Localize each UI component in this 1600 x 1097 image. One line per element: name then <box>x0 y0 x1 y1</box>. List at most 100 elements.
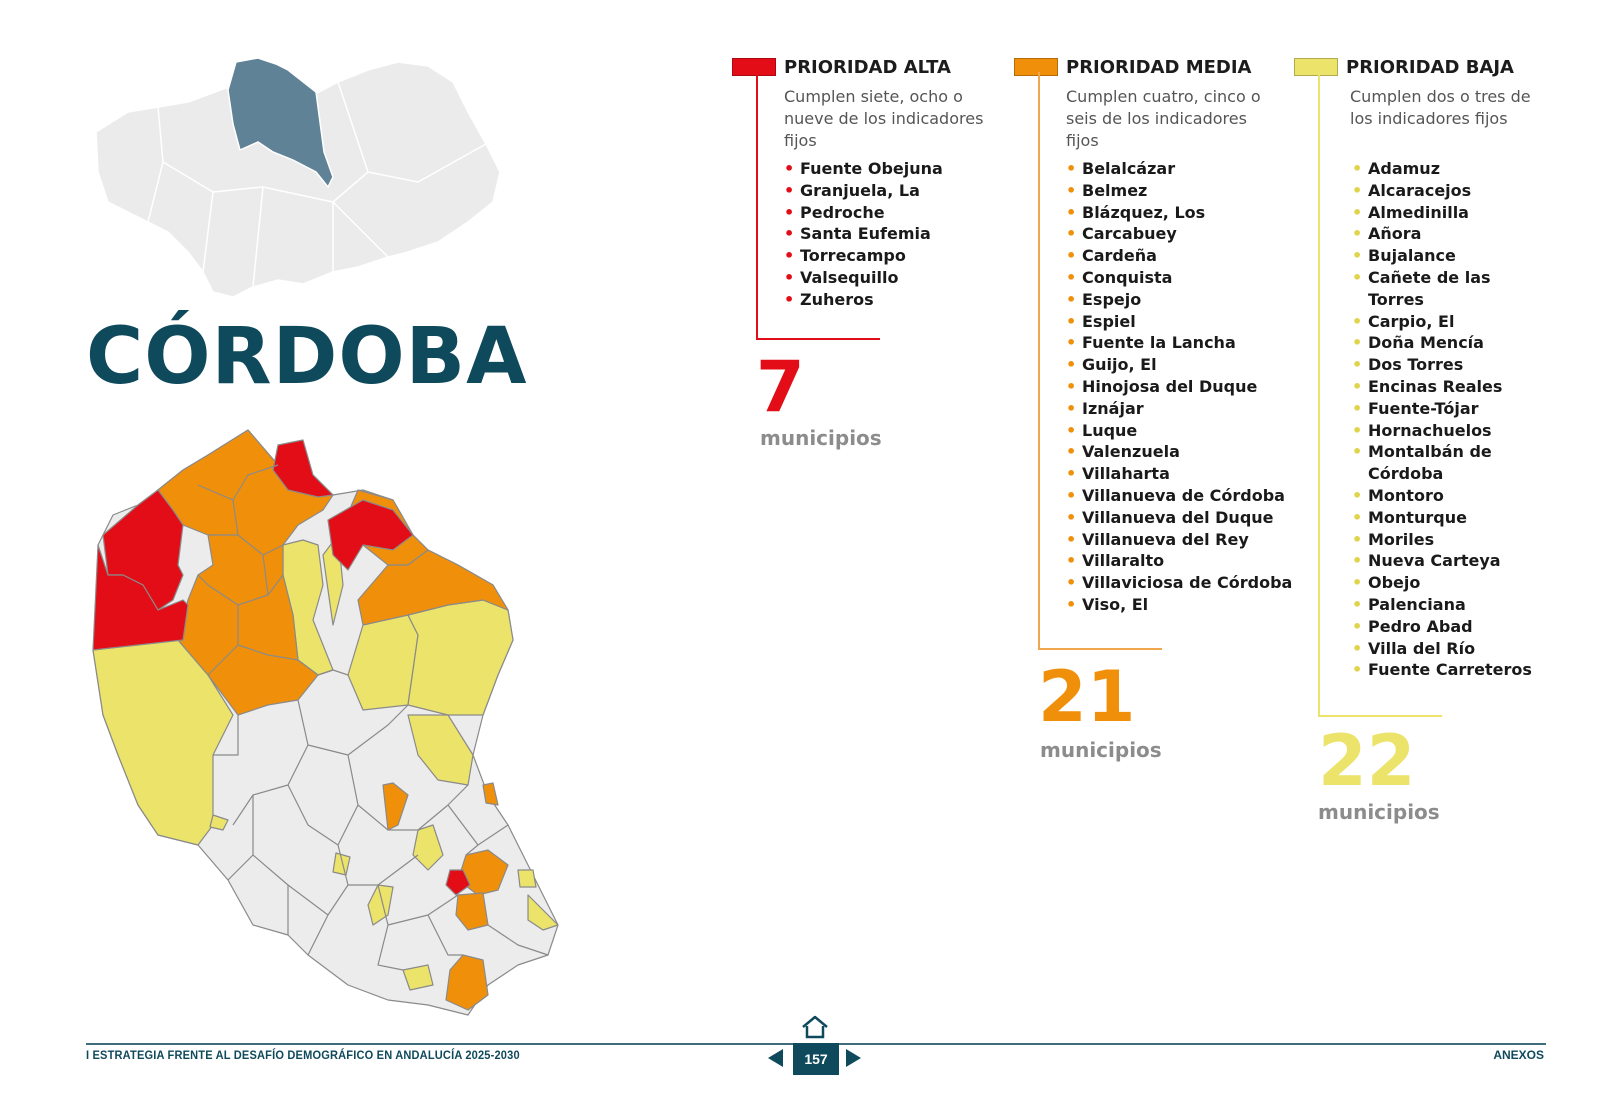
municipality-baja <box>367 884 394 926</box>
municipality-name: Encinas Reales <box>1368 376 1503 396</box>
municipality-name: Moriles <box>1368 529 1435 549</box>
municipality-item: • Blázquez, Los <box>1066 202 1292 224</box>
bullet-icon: • <box>1066 507 1077 527</box>
municipality-item: • Almedinilla <box>1352 202 1532 224</box>
municipality-name: Hornachuelos <box>1368 420 1492 440</box>
municipality-name: Santa Eufemia <box>800 224 931 244</box>
bullet-icon: • <box>1352 638 1363 658</box>
municipality-item: • Cardeña <box>1066 245 1292 267</box>
priority-baja-bracket-horizontal <box>1318 715 1442 717</box>
priority-media-swatch <box>1014 58 1058 76</box>
municipality-item: • Espejo <box>1066 289 1292 311</box>
bullet-icon: • <box>784 246 795 266</box>
priority-alta-header: PRIORIDAD ALTA <box>732 55 951 79</box>
priority-media-bracket-horizontal <box>1038 648 1162 650</box>
municipality-name: Bujalance <box>1368 246 1456 266</box>
municipality-alta <box>92 544 189 651</box>
arrow-right-icon[interactable] <box>846 1049 861 1067</box>
municipality-item: • Hinojosa del Duque <box>1066 376 1292 398</box>
footer-section-link[interactable]: ANEXOS <box>1493 1048 1544 1062</box>
municipality-name: Villanueva de Córdoba <box>1082 485 1285 505</box>
municipality-name: Viso, El <box>1082 594 1149 614</box>
priority-baja-count: 22 <box>1318 720 1416 802</box>
municipality-name: Monturque <box>1368 507 1467 527</box>
bullet-icon: • <box>1352 594 1363 614</box>
municipality-item: • Pedro Abad <box>1352 616 1532 638</box>
bullet-icon: • <box>1352 529 1363 549</box>
municipality-item: • Nueva Carteya <box>1352 550 1532 572</box>
municipality-name: Luque <box>1082 420 1138 440</box>
municipality-item: • Villaharta <box>1066 463 1292 485</box>
bullet-icon: • <box>1352 573 1363 593</box>
municipality-item: • Obejo <box>1352 572 1532 594</box>
municipality-name: Palenciana <box>1368 594 1466 614</box>
municipality-alta <box>445 869 471 896</box>
bullet-icon: • <box>1066 442 1077 462</box>
municipality-media <box>357 549 509 626</box>
municipality-item: • Añora <box>1352 223 1532 245</box>
municipality-alta <box>272 439 334 498</box>
priority-alta-description: Cumplen siete, ocho o nueve de los indic… <box>784 87 984 150</box>
bullet-icon: • <box>1352 311 1363 331</box>
bullet-icon: • <box>1066 398 1077 418</box>
priority-media-bracket-vertical <box>1038 72 1040 650</box>
municipality-item: • Bujalance <box>1352 245 1532 267</box>
municipality-media <box>445 954 489 1011</box>
municipality-name: Almedinilla <box>1368 202 1469 222</box>
municipality-item: • Pedroche <box>784 202 943 224</box>
bullet-icon: • <box>1066 529 1077 549</box>
municipality-name: Montalbán de Córdoba <box>1368 442 1492 484</box>
municipality-item: • Encinas Reales <box>1352 376 1532 398</box>
bullet-icon: • <box>1066 224 1077 244</box>
bullet-icon: • <box>1352 376 1363 396</box>
municipality-item: • Alcaracejos <box>1352 180 1532 202</box>
municipality-name: Valenzuela <box>1082 442 1180 462</box>
bullet-icon: • <box>1066 464 1077 484</box>
bullet-icon: • <box>784 224 795 244</box>
municipality-name: Fuente-Tójar <box>1368 398 1479 418</box>
bullet-icon: • <box>1066 573 1077 593</box>
municipality-name: Blázquez, Los <box>1082 202 1206 222</box>
arrow-left-icon[interactable] <box>768 1049 783 1067</box>
bullet-icon: • <box>1352 660 1363 680</box>
priority-media-label: PRIORIDAD MEDIA <box>1066 56 1252 78</box>
municipality-name: Alcaracejos <box>1368 180 1472 200</box>
bullet-icon: • <box>1352 398 1363 418</box>
home-icon[interactable] <box>800 1014 830 1040</box>
andalucia-map <box>95 57 501 298</box>
bullet-icon: • <box>1352 485 1363 505</box>
municipality-name: Doña Mencía <box>1368 333 1484 353</box>
bullet-icon: • <box>1066 551 1077 571</box>
bullet-icon: • <box>1066 202 1077 222</box>
municipality-name: Fuente la Lancha <box>1082 333 1236 353</box>
municipality-item: • Villanueva de Córdoba <box>1066 485 1292 507</box>
municipality-name: Villaharta <box>1082 464 1170 484</box>
municipality-alta <box>327 499 414 571</box>
municipality-item: • Santa Eufemia <box>784 223 943 245</box>
priority-baja-swatch <box>1294 58 1338 76</box>
municipality-name: Carpio, El <box>1368 311 1455 331</box>
municipality-name: Torrecampo <box>800 246 906 266</box>
municipality-name: Guijo, El <box>1082 355 1157 375</box>
bullet-icon: • <box>1352 159 1363 178</box>
municipality-item: • Villaralto <box>1066 550 1292 572</box>
municipality-name: Montoro <box>1368 485 1444 505</box>
municipality-media <box>482 782 499 806</box>
municipality-item: • Zuheros <box>784 289 943 311</box>
priority-media-list: • Belalcázar • Belmez • Blázquez, Los • Carcabu… <box>1066 158 1292 616</box>
municipality-name: Valsequillo <box>800 267 899 287</box>
bullet-icon: • <box>1066 355 1077 375</box>
bullet-icon: • <box>784 180 795 200</box>
municipality-name: Villa del Río <box>1368 638 1476 658</box>
priority-alta-label: PRIORIDAD ALTA <box>784 56 951 78</box>
municipality-item: • Granjuela, La <box>784 180 943 202</box>
municipality-item: • Belmez <box>1066 180 1292 202</box>
municipality-item: • Conquista <box>1066 267 1292 289</box>
priority-baja-header: PRIORIDAD BAJA <box>1294 55 1514 79</box>
municipality-item: • Carpio, El <box>1352 311 1532 333</box>
bullet-icon: • <box>1352 180 1363 200</box>
municipality-item: • Monturque <box>1352 507 1532 529</box>
bullet-icon: • <box>1066 159 1077 178</box>
municipality-item: • Dos Torres <box>1352 354 1532 376</box>
municipality-item: • Doña Mencía <box>1352 332 1532 354</box>
